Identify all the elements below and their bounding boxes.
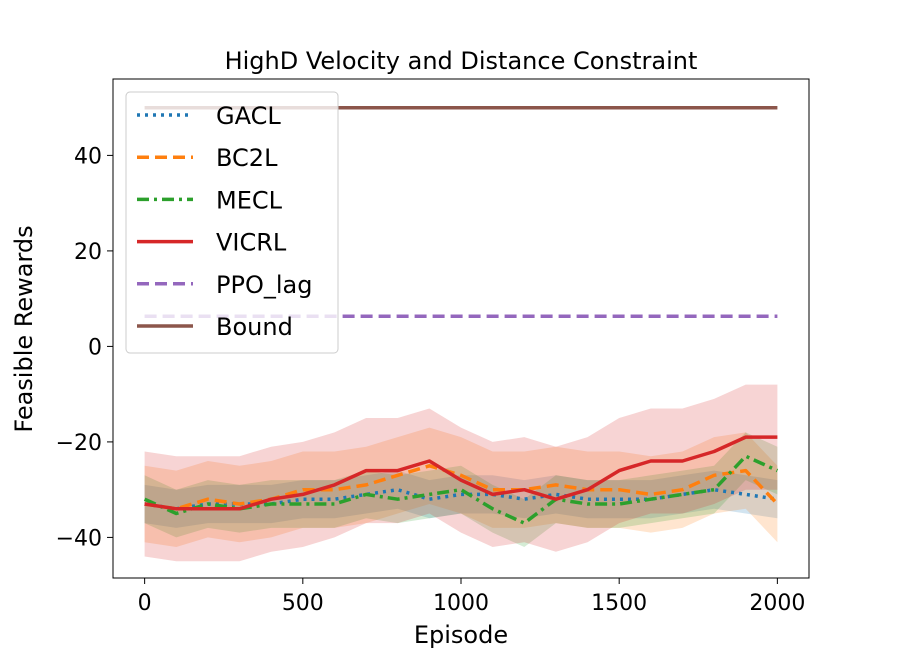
x-tick-label: 500 — [282, 591, 324, 616]
legend-label-gacl: GACL — [216, 102, 281, 130]
y-tick-label: −20 — [56, 431, 102, 456]
series-line-bc2l — [144, 464, 779, 511]
x-tick-label: 1500 — [591, 591, 647, 616]
legend-label-ppo-lag: PPO_lag — [216, 271, 312, 299]
y-tick-label: −40 — [56, 526, 102, 551]
legend: GACL BC2L MECL VICRL PPO_lag Bound — [125, 91, 339, 354]
legend-label-bc2l: BC2L — [216, 144, 278, 172]
legend-label-mecl: MECL — [216, 186, 283, 214]
series-line-vicrl — [144, 435, 778, 511]
x-axis: 0 500 1000 1500 2000 — [138, 578, 805, 616]
y-tick-label: 40 — [74, 144, 102, 169]
band-vicrl — [144, 384, 778, 562]
y-axis-label: Feasible Rewards — [10, 225, 38, 432]
x-axis-label: Episode — [414, 621, 508, 649]
y-tick-label: 20 — [74, 240, 102, 265]
x-tick-label: 0 — [138, 591, 152, 616]
chart-title: HighD Velocity and Distance Constraint — [225, 47, 698, 75]
legend-label-vicrl: VICRL — [216, 229, 287, 257]
band-gacl — [144, 470, 778, 528]
band-mecl — [144, 432, 778, 547]
band-bc2l — [144, 427, 778, 547]
y-tick-label: 0 — [88, 335, 102, 360]
x-tick-label: 1000 — [433, 591, 489, 616]
y-axis: −40 −20 0 20 40 — [56, 144, 113, 551]
x-tick-label: 2000 — [749, 591, 805, 616]
legend-label-bound: Bound — [216, 313, 293, 341]
confidence-bands — [144, 384, 778, 562]
